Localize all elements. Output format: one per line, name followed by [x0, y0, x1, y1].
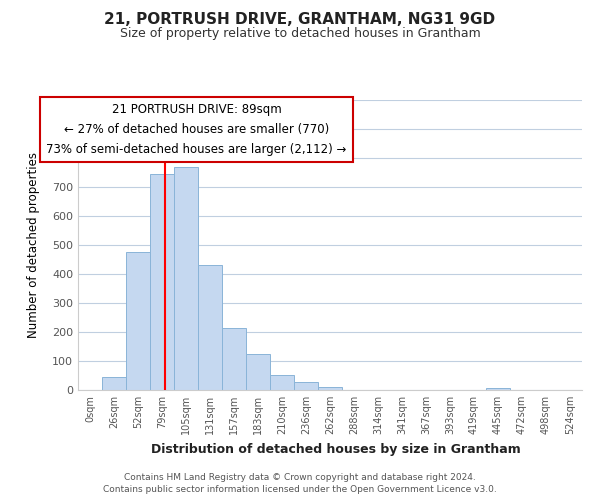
Bar: [102, 377, 126, 390]
Bar: [150, 174, 174, 390]
Bar: [222, 328, 246, 390]
Bar: [126, 252, 150, 390]
Text: 21, PORTRUSH DRIVE, GRANTHAM, NG31 9GD: 21, PORTRUSH DRIVE, GRANTHAM, NG31 9GD: [104, 12, 496, 28]
Bar: [270, 375, 294, 390]
Bar: [174, 166, 198, 390]
Bar: [486, 388, 510, 390]
Text: 21 PORTRUSH DRIVE: 89sqm
← 27% of detached houses are smaller (770)
73% of semi-: 21 PORTRUSH DRIVE: 89sqm ← 27% of detach…: [46, 103, 347, 156]
Text: Contains HM Land Registry data © Crown copyright and database right 2024.: Contains HM Land Registry data © Crown c…: [124, 472, 476, 482]
Text: Size of property relative to detached houses in Grantham: Size of property relative to detached ho…: [119, 28, 481, 40]
Bar: [198, 266, 222, 390]
Y-axis label: Number of detached properties: Number of detached properties: [26, 152, 40, 338]
Text: Distribution of detached houses by size in Grantham: Distribution of detached houses by size …: [151, 442, 521, 456]
Bar: [246, 354, 270, 390]
Text: Contains public sector information licensed under the Open Government Licence v3: Contains public sector information licen…: [103, 485, 497, 494]
Bar: [318, 386, 342, 390]
Bar: [294, 382, 318, 390]
